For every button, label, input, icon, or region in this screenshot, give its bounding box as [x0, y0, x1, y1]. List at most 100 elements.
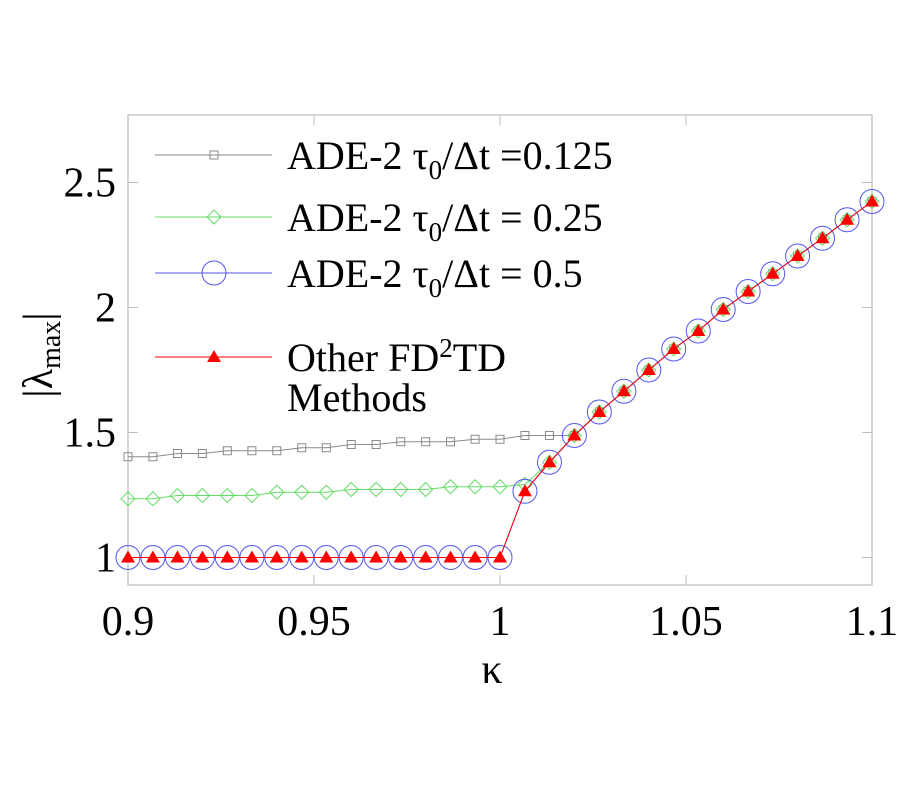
diamond-marker [541, 454, 558, 470]
y-tick-label: 2 [95, 286, 116, 332]
triangle-marker [592, 405, 607, 417]
square-marker [272, 446, 282, 456]
x-tick-label: 0.95 [277, 599, 351, 645]
square-marker [346, 440, 356, 449]
legend-label-sub: 0 [429, 155, 443, 185]
legend-label: ADE-2 τ0/Δt =0.125 [287, 133, 613, 185]
square-marker [148, 452, 158, 462]
diamond-marker [294, 484, 310, 500]
diamond-marker [641, 362, 657, 378]
square-marker [495, 434, 505, 444]
y-tick-label: 1 [95, 536, 116, 582]
legend-label-main: ADE-2 τ [287, 251, 429, 296]
triangle-marker [195, 550, 210, 563]
circle-marker [536, 449, 562, 475]
triangle-marker [369, 550, 384, 563]
diamond-marker [492, 479, 508, 495]
square-marker [297, 443, 307, 453]
circle-marker [760, 261, 786, 287]
diamond-marker [591, 404, 608, 420]
diamond-marker [219, 487, 236, 504]
y-tick-label: 2.5 [64, 161, 117, 207]
triangle-marker [865, 194, 879, 207]
legend-label: Other FD2TD [287, 333, 506, 380]
triangle-marker [443, 550, 458, 563]
triangle-marker [840, 212, 855, 225]
triangle-marker [567, 428, 582, 441]
diamond-marker [368, 481, 384, 498]
triangle-marker [393, 550, 408, 563]
triangle-marker [319, 550, 334, 563]
diamond-marker [814, 230, 831, 246]
legend-item: ADE-2 τ0/Δt = 0.25 [155, 195, 603, 247]
triangle-marker [616, 384, 631, 397]
diamond-marker [206, 209, 222, 225]
diamond-marker [740, 283, 756, 300]
square-marker [222, 446, 232, 456]
circle-marker [859, 189, 885, 214]
square-marker [520, 431, 530, 440]
diamond-marker [839, 212, 855, 228]
legend-label-rest: /Δt = 0.5 [442, 251, 583, 296]
legend-label-rest: TD [453, 335, 506, 380]
diamond-marker [318, 484, 334, 500]
circle-marker [810, 225, 836, 251]
square-marker [446, 437, 456, 447]
triangle-marker [207, 350, 221, 362]
diamond-marker [442, 479, 459, 495]
legend-item: ADE-2 τ0/Δt =0.125 [155, 133, 613, 185]
diamond-marker [566, 427, 583, 444]
square-marker [321, 443, 331, 453]
triangle-marker [170, 550, 185, 563]
triangle-marker [790, 249, 805, 261]
triangle-marker [244, 550, 259, 563]
triangle-marker [765, 266, 780, 279]
diamond-marker [467, 479, 483, 495]
square-marker [371, 440, 381, 449]
diamond-marker [666, 341, 682, 357]
triangle-marker [716, 302, 731, 315]
legend-label-sub: 0 [429, 217, 443, 247]
circle-marker [661, 336, 687, 362]
circle-marker [785, 243, 811, 269]
diamond-marker [120, 491, 136, 507]
diamond-marker [145, 491, 161, 507]
triangle-marker [691, 324, 706, 336]
triangle-marker [418, 550, 433, 563]
legend-label: ADE-2 τ0/Δt = 0.25 [287, 195, 603, 247]
circle-marker [834, 207, 860, 233]
triangle-marker [666, 342, 681, 354]
diamond-marker [864, 193, 880, 210]
circle-marker [636, 357, 662, 383]
diamond-marker [244, 487, 260, 504]
square-marker [247, 446, 257, 456]
circle-marker [611, 378, 637, 404]
triangle-marker [145, 550, 160, 563]
triangle-marker [269, 550, 284, 563]
series-triangle [121, 194, 879, 563]
diamond-marker [194, 487, 211, 504]
legend-label-line2: Methods [287, 375, 427, 420]
triangle-marker [517, 484, 532, 497]
legend-label-sub: 0 [429, 273, 443, 303]
diamond-marker [764, 266, 781, 282]
x-tick-label: 1.05 [649, 599, 723, 645]
series-layer [115, 189, 885, 570]
legend-label-sup: 2 [439, 333, 453, 363]
triangle-marker [468, 550, 483, 563]
square-marker [421, 437, 431, 447]
triangle-marker [344, 550, 359, 563]
triangle-marker [815, 231, 830, 244]
square-marker [172, 449, 182, 458]
circle-marker [710, 297, 736, 322]
ticks: 0.9 0.95 1 1.05 1.1 1 1.5 2 2.5 [64, 115, 898, 645]
square-marker [123, 452, 133, 462]
diamond-marker [169, 487, 186, 504]
x-tick-label: 0.9 [102, 599, 155, 645]
triangle-marker [641, 363, 656, 375]
legend: ADE-2 τ0/Δt =0.125 ADE-2 τ0/Δt = 0.25ADE-… [155, 133, 613, 420]
circle-marker [685, 318, 711, 344]
diamond-marker [392, 481, 409, 498]
